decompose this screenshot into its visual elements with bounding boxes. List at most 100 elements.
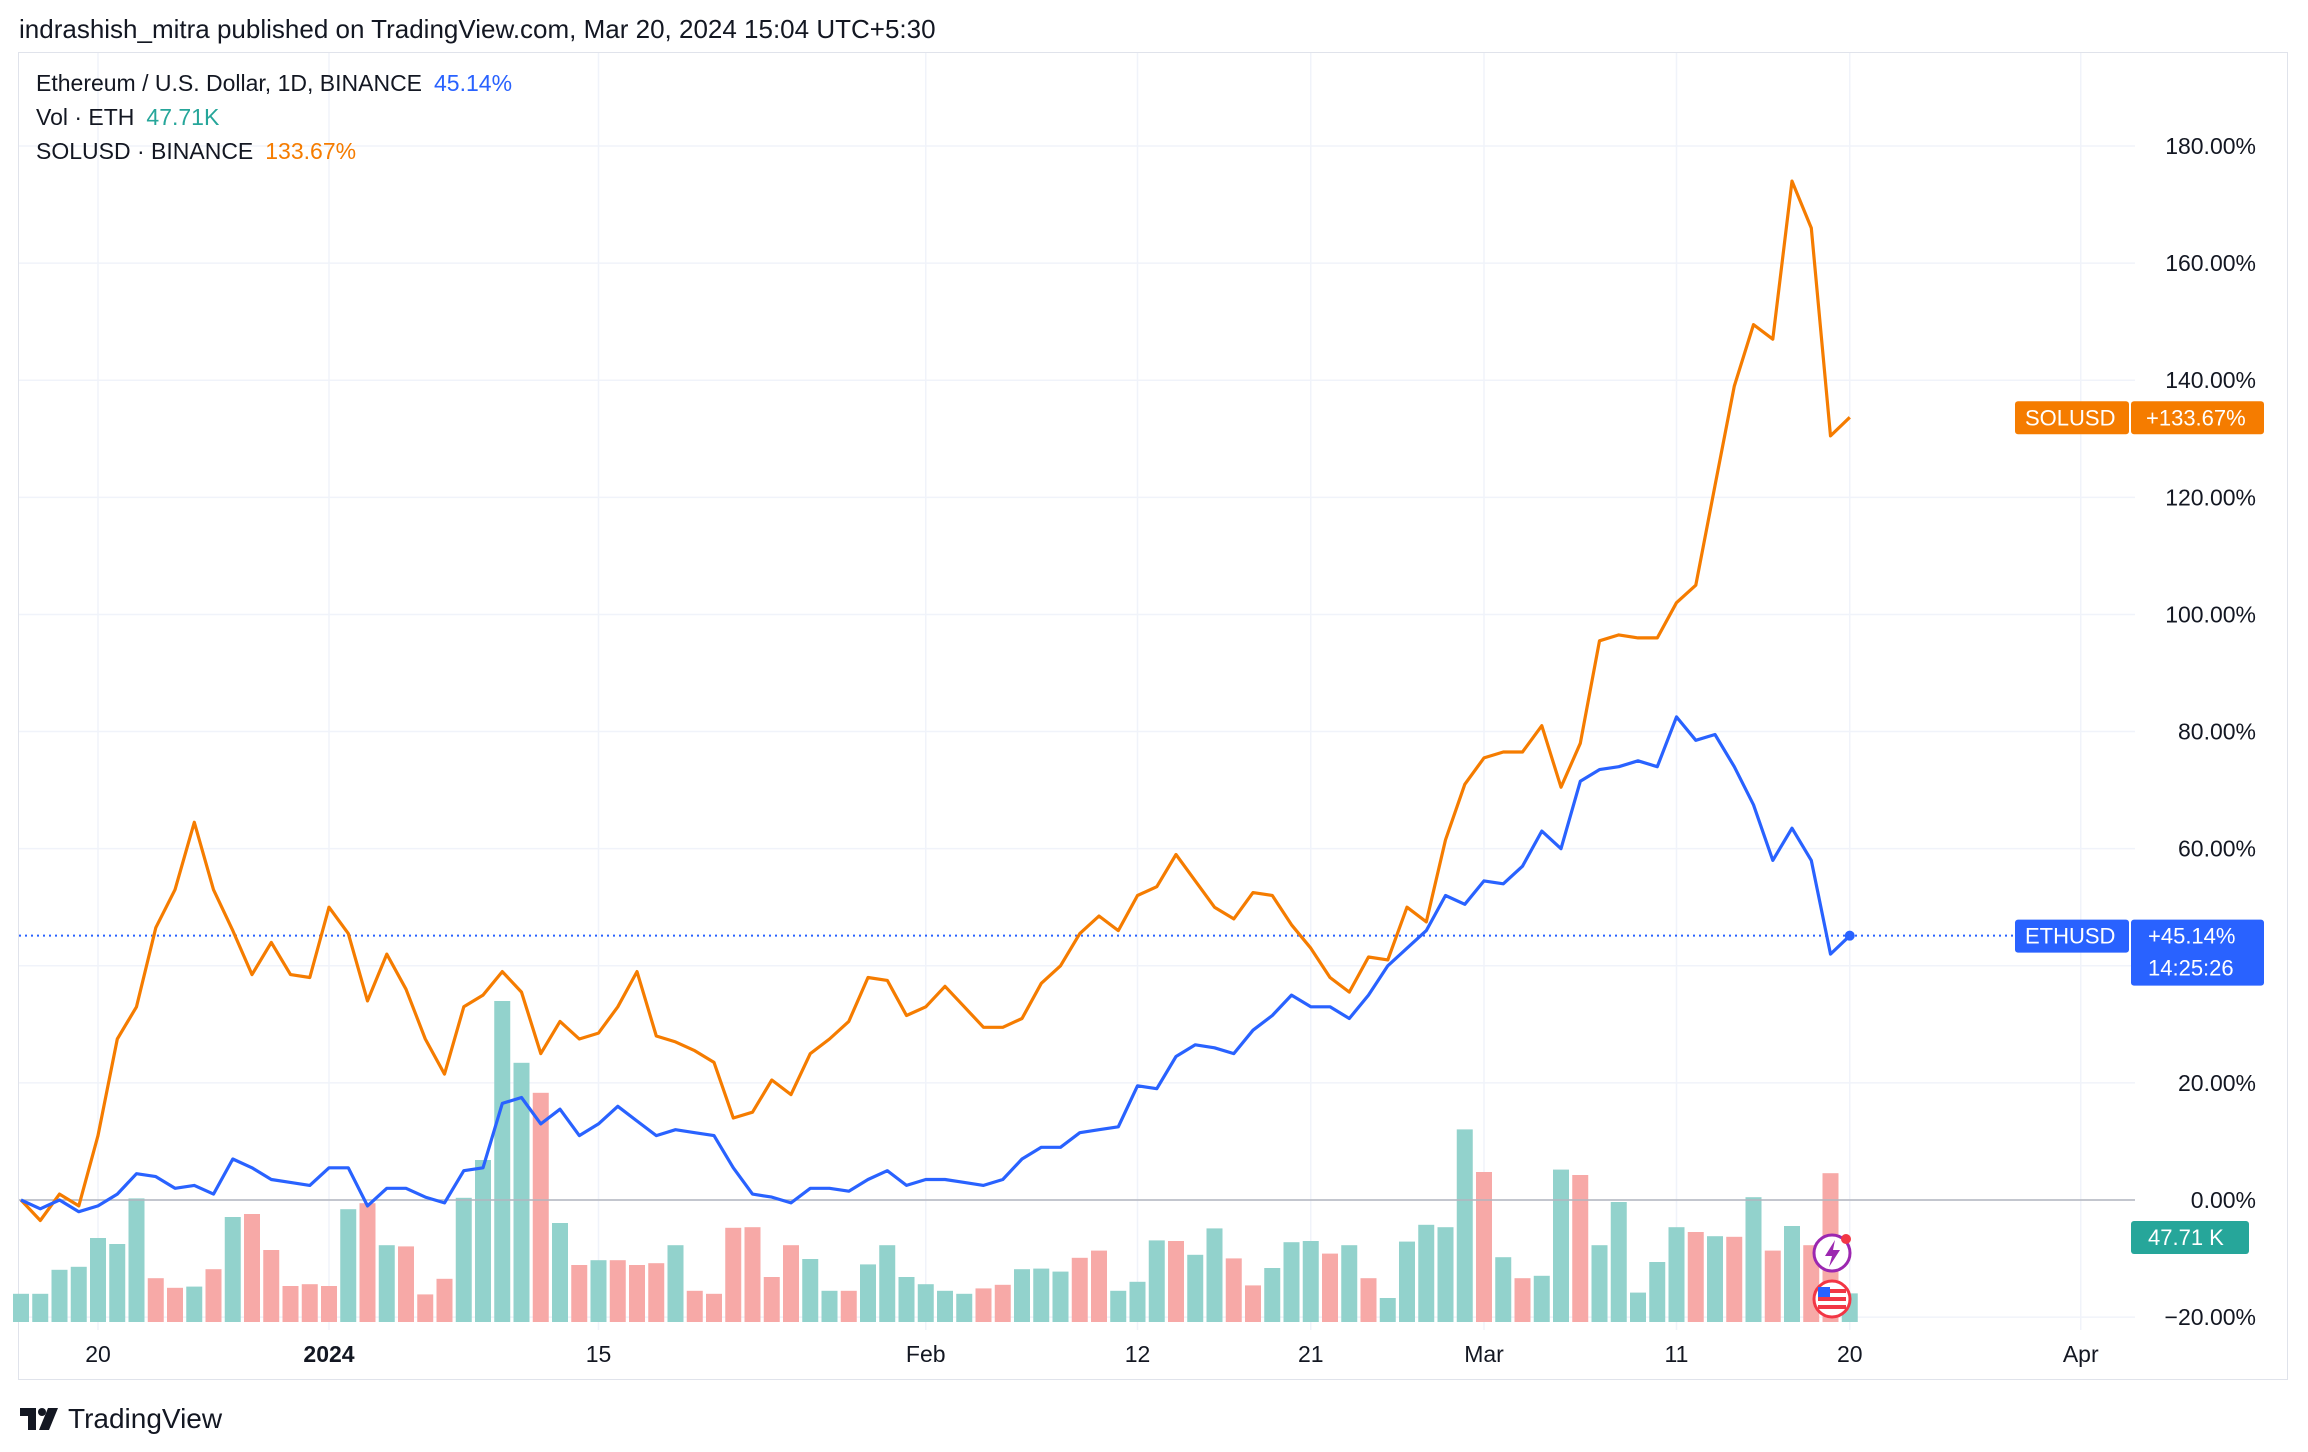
volume-bar[interactable] bbox=[1456, 1129, 1473, 1322]
volume-bar[interactable] bbox=[1687, 1232, 1704, 1322]
volume-bar[interactable] bbox=[1476, 1172, 1492, 1322]
volume-bar[interactable] bbox=[1630, 1292, 1646, 1322]
volume-bar[interactable] bbox=[1110, 1290, 1127, 1322]
volume-bar[interactable] bbox=[1014, 1269, 1030, 1322]
volume-bar[interactable] bbox=[667, 1245, 684, 1322]
volume-bar[interactable] bbox=[244, 1214, 260, 1322]
legend-eth[interactable]: Ethereum / U.S. Dollar, 1D, BINANCE 45.14… bbox=[36, 70, 512, 97]
volume-bar[interactable] bbox=[552, 1223, 568, 1322]
volume-bar[interactable] bbox=[1322, 1253, 1338, 1322]
volume-bar[interactable] bbox=[1707, 1236, 1723, 1322]
volume-bar[interactable] bbox=[1245, 1285, 1261, 1322]
us-flag-event-icon[interactable] bbox=[1812, 1279, 1852, 1319]
chart-canvas[interactable]: 180.00%160.00%140.00%120.00%100.00%80.00… bbox=[0, 0, 2308, 1400]
volume-bar[interactable] bbox=[744, 1227, 761, 1322]
volume-bar[interactable] bbox=[629, 1265, 645, 1322]
volume-bar[interactable] bbox=[1264, 1268, 1281, 1322]
volume-bar[interactable] bbox=[340, 1209, 357, 1322]
volume-bar[interactable] bbox=[128, 1198, 145, 1322]
volume-bar[interactable] bbox=[51, 1269, 68, 1322]
volume-bar[interactable] bbox=[706, 1293, 722, 1322]
volume-bar[interactable] bbox=[1148, 1240, 1165, 1322]
eth-price-tag[interactable]: ETHUSD +45.14% 14:25:26 bbox=[2015, 919, 2264, 986]
volume-bar[interactable] bbox=[494, 1001, 511, 1322]
volume-bar[interactable] bbox=[1283, 1242, 1300, 1322]
volume-bar[interactable] bbox=[1379, 1298, 1396, 1322]
volume-bar[interactable] bbox=[205, 1269, 222, 1322]
y-axis[interactable]: 180.00% 160.00% 140.00% 120.00% 100.00% 80.00… bbox=[2165, 133, 2256, 1330]
volume-bar[interactable] bbox=[1495, 1257, 1512, 1322]
volume-bar[interactable] bbox=[1360, 1278, 1377, 1322]
volume-bar[interactable] bbox=[975, 1288, 992, 1322]
volume-bar[interactable] bbox=[609, 1260, 626, 1322]
volume-bar[interactable] bbox=[1572, 1175, 1589, 1322]
volume-bar[interactable] bbox=[1437, 1227, 1454, 1322]
volume-bar[interactable] bbox=[532, 1092, 549, 1322]
volume-bar[interactable] bbox=[917, 1284, 934, 1322]
volume-bar[interactable] bbox=[70, 1266, 87, 1322]
volume-bar[interactable] bbox=[1553, 1169, 1569, 1322]
x-axis[interactable]: 20 2024 15 Feb 12 21 Mar 11 20 Apr bbox=[85, 1341, 2099, 1367]
volume-bar[interactable] bbox=[513, 1062, 530, 1322]
volume-bar[interactable] bbox=[1418, 1224, 1435, 1322]
volume-bar[interactable] bbox=[109, 1244, 126, 1322]
volume-bar[interactable] bbox=[840, 1290, 857, 1322]
volume-bar[interactable] bbox=[783, 1245, 799, 1322]
volume-bar[interactable] bbox=[725, 1227, 742, 1322]
volume-bar[interactable] bbox=[571, 1265, 588, 1322]
volume-bar[interactable] bbox=[1206, 1228, 1223, 1322]
volume-bar[interactable] bbox=[1591, 1245, 1608, 1322]
volume-bar[interactable] bbox=[821, 1290, 838, 1322]
volume-bar[interactable] bbox=[686, 1290, 703, 1322]
volume-bar[interactable] bbox=[1533, 1275, 1550, 1322]
volume-bar[interactable] bbox=[590, 1260, 607, 1322]
volume-bar[interactable] bbox=[1168, 1241, 1184, 1322]
sol-series-line[interactable] bbox=[19, 179, 1851, 1223]
volume-bar[interactable] bbox=[763, 1277, 780, 1322]
volume-bar[interactable] bbox=[147, 1278, 164, 1322]
volume-bar[interactable] bbox=[90, 1238, 106, 1322]
volume-bar[interactable] bbox=[1302, 1241, 1319, 1322]
volume-bar[interactable] bbox=[898, 1277, 915, 1322]
legend-volume[interactable]: Vol · ETH 47.71K bbox=[36, 104, 219, 131]
volume-bar[interactable] bbox=[1764, 1250, 1781, 1322]
volume-bar[interactable] bbox=[13, 1293, 29, 1322]
volume-bar[interactable] bbox=[648, 1263, 665, 1322]
volume-bar[interactable] bbox=[994, 1284, 1011, 1322]
volume-bar[interactable] bbox=[1668, 1227, 1685, 1322]
volume-bar[interactable] bbox=[224, 1217, 241, 1322]
volume-bar[interactable] bbox=[1726, 1236, 1743, 1322]
volume-bar[interactable] bbox=[1784, 1226, 1800, 1322]
tradingview-logo[interactable]: TradingView bbox=[20, 1403, 222, 1435]
volume-bar[interactable] bbox=[802, 1259, 819, 1322]
volume-bar[interactable] bbox=[1091, 1250, 1107, 1322]
eth-series-line[interactable] bbox=[20, 715, 1851, 1214]
volume-bar[interactable] bbox=[1514, 1278, 1531, 1322]
volume-bar[interactable] bbox=[455, 1197, 472, 1322]
volume-tag[interactable]: 47.71 K bbox=[2131, 1221, 2249, 1254]
volume-bar[interactable] bbox=[321, 1286, 337, 1322]
legend-sol[interactable]: SOLUSD · BINANCE 133.67% bbox=[36, 138, 356, 165]
volume-bar[interactable] bbox=[1745, 1197, 1762, 1322]
volume-bar[interactable] bbox=[282, 1286, 299, 1322]
volume-bar[interactable] bbox=[937, 1290, 953, 1322]
volume-bar[interactable] bbox=[956, 1293, 973, 1322]
volume-bar[interactable] bbox=[1649, 1262, 1666, 1322]
volume-bar[interactable] bbox=[1610, 1202, 1627, 1322]
volume-bar[interactable] bbox=[475, 1160, 491, 1322]
volume-bar[interactable] bbox=[1071, 1257, 1088, 1322]
volume-bar[interactable] bbox=[860, 1264, 876, 1322]
volume-bar[interactable] bbox=[186, 1286, 203, 1322]
volume-bar[interactable] bbox=[32, 1293, 49, 1322]
volume-bar[interactable] bbox=[417, 1294, 434, 1322]
volume-bar[interactable] bbox=[1341, 1245, 1358, 1322]
volume-bar[interactable] bbox=[359, 1203, 376, 1322]
sol-price-tag[interactable]: SOLUSD +133.67% bbox=[2015, 401, 2264, 435]
volume-bar[interactable] bbox=[398, 1246, 414, 1322]
volume-bar[interactable] bbox=[1033, 1268, 1050, 1322]
volume-bar[interactable] bbox=[1187, 1254, 1204, 1322]
volume-bar[interactable] bbox=[436, 1278, 453, 1322]
volume-bar[interactable] bbox=[879, 1245, 896, 1322]
volume-bar[interactable] bbox=[378, 1245, 395, 1322]
volume-bar[interactable] bbox=[301, 1284, 318, 1322]
